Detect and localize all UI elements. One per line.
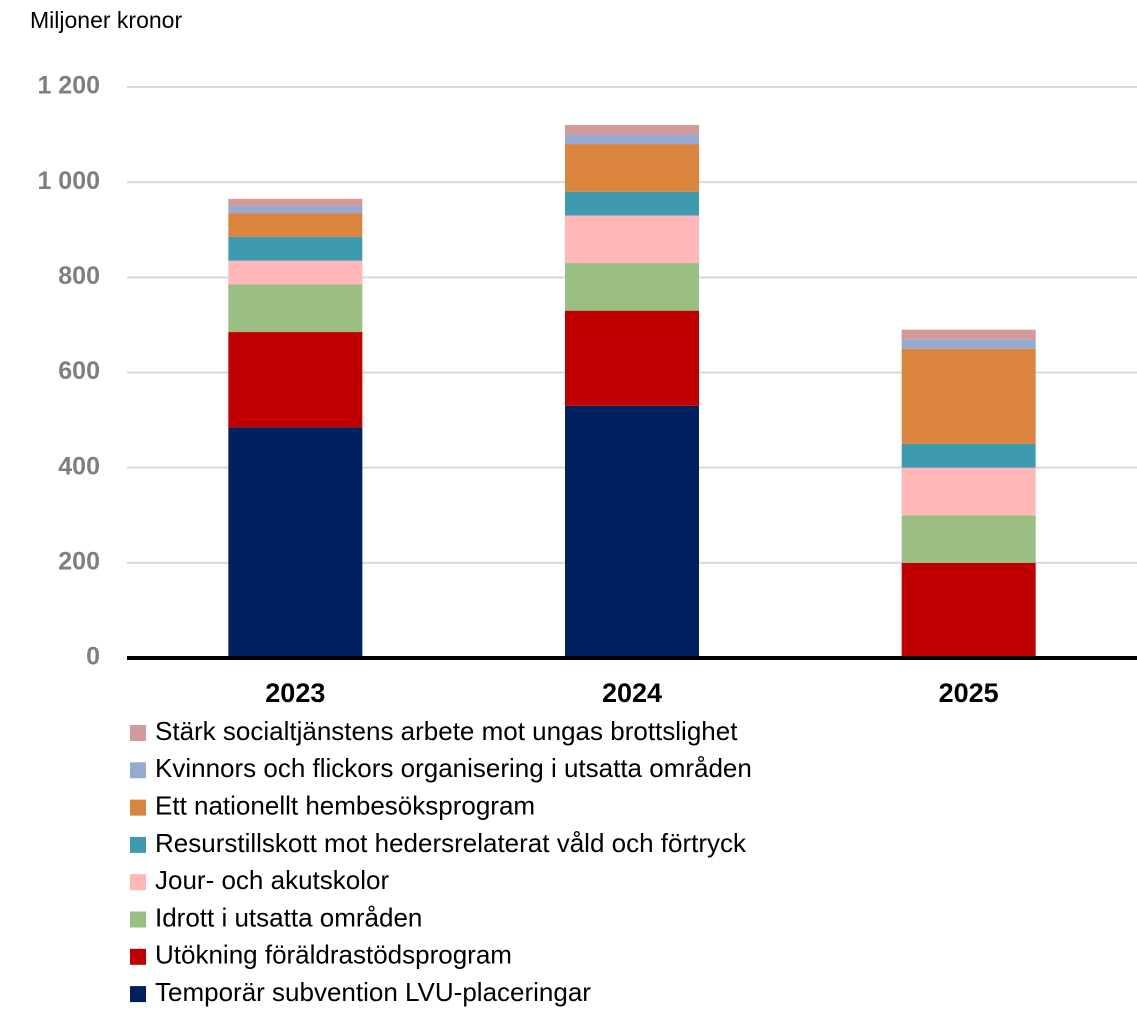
legend-label: Resurstillskott mot hedersrelaterat våld… [155,828,747,858]
legend-swatch [130,762,146,779]
bar-segment [228,205,363,214]
bar-segment [901,467,1036,516]
legend-swatch [130,911,146,928]
legend-label: Jour- och akutskolor [155,865,389,895]
bar-segment [901,515,1036,563]
bar-segment [565,125,699,135]
legend-swatch [130,948,146,965]
y-tick-label: 0 [86,643,100,671]
bar-segment [901,443,1036,468]
legend-label: Stärk socialtjänstens arbete mot ungas b… [155,716,738,746]
bar-segment [228,260,363,285]
bar-segment [901,562,1036,658]
legend-label: Utökning föräldrastödsprogram [155,940,512,970]
bar-segment [901,348,1036,444]
y-tick-label: 200 [58,547,100,575]
bar-segment [228,213,363,237]
x-tick-label: 2023 [265,678,325,708]
x-tick-label: 2024 [602,678,662,708]
legend-label: Ett nationellt hembesöksprogram [155,790,535,820]
legend-swatch [130,986,146,1003]
bar-segment [565,310,699,406]
bar-segment [565,215,699,264]
y-tick-label: 1 000 [37,167,100,195]
legend-swatch [130,725,146,741]
legend-swatch [130,874,146,891]
y-axis-label: Miljoner kronor [30,7,182,33]
legend-label: Idrott i utsatta områden [155,902,422,932]
bar-segment [565,134,699,145]
legend-swatch [130,799,146,816]
bar-segment [565,263,699,311]
bar-segment [228,198,363,206]
bar-segment [228,236,363,261]
y-tick-label: 800 [58,262,100,290]
bar-segment [565,191,699,216]
bar-segment [228,427,363,658]
x-tick-label: 2025 [939,678,999,708]
legend-label: Kvinnors och flickors organisering i uts… [155,753,752,783]
bar-segment [228,284,363,333]
y-tick-label: 1 200 [37,72,100,100]
legend-label: Temporär subvention LVU-placeringar [155,977,591,1007]
y-tick-label: 400 [58,452,100,480]
bar-segment [565,144,699,192]
bar-segment [565,405,699,658]
y-tick-label: 600 [58,357,100,385]
bar-segment [901,329,1036,340]
bar-segment [901,339,1036,349]
bar-segment [228,332,363,428]
legend-swatch [130,836,146,853]
